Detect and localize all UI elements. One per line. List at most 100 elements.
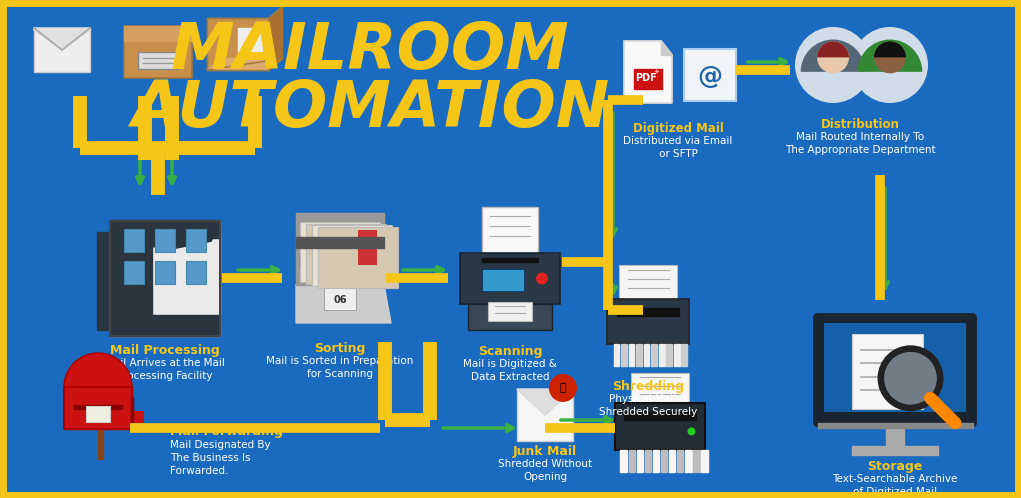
Polygon shape: [296, 237, 384, 248]
Text: Mail Routed Internally To
The Appropriate Department: Mail Routed Internally To The Appropriat…: [785, 132, 935, 155]
Circle shape: [536, 272, 548, 284]
FancyBboxPatch shape: [132, 411, 144, 423]
Polygon shape: [621, 344, 627, 366]
Text: @: @: [697, 65, 723, 89]
Polygon shape: [634, 69, 663, 89]
Polygon shape: [110, 221, 220, 249]
FancyBboxPatch shape: [684, 49, 736, 101]
Text: Shredding: Shredding: [612, 380, 684, 393]
FancyBboxPatch shape: [488, 302, 532, 321]
Polygon shape: [517, 389, 573, 415]
FancyBboxPatch shape: [824, 323, 966, 412]
Polygon shape: [624, 412, 696, 420]
Text: Shredded Without
Opening: Shredded Without Opening: [498, 459, 592, 482]
Circle shape: [687, 427, 695, 435]
Polygon shape: [651, 344, 658, 366]
Text: Physical Mail is
Shredded Securely: Physical Mail is Shredded Securely: [599, 394, 697, 417]
FancyBboxPatch shape: [300, 222, 380, 282]
Polygon shape: [629, 344, 634, 366]
Text: ✦: ✦: [653, 69, 660, 75]
Text: Sorting: Sorting: [314, 342, 366, 355]
Text: Mail Forwarding: Mail Forwarding: [171, 425, 283, 438]
Circle shape: [549, 374, 577, 402]
Polygon shape: [624, 41, 672, 103]
Circle shape: [795, 27, 871, 103]
Polygon shape: [659, 344, 665, 366]
Polygon shape: [636, 344, 642, 366]
Polygon shape: [662, 41, 672, 55]
Text: 🗑: 🗑: [560, 383, 567, 393]
FancyBboxPatch shape: [86, 406, 110, 422]
FancyBboxPatch shape: [517, 389, 573, 441]
Circle shape: [817, 41, 848, 73]
Polygon shape: [685, 450, 691, 472]
Polygon shape: [110, 315, 220, 336]
Text: 06: 06: [333, 295, 347, 305]
Wedge shape: [800, 39, 866, 72]
Polygon shape: [74, 404, 123, 409]
Wedge shape: [858, 39, 922, 72]
FancyBboxPatch shape: [482, 207, 538, 253]
Text: Mail Arrives at the Mail
Processing Facility: Mail Arrives at the Mail Processing Faci…: [105, 358, 225, 381]
Text: Mail Designated By
The Business Is
Forwarded.: Mail Designated By The Business Is Forwa…: [171, 440, 271, 477]
FancyBboxPatch shape: [620, 265, 677, 299]
Polygon shape: [110, 221, 220, 336]
Polygon shape: [818, 423, 972, 428]
Polygon shape: [621, 450, 627, 472]
Polygon shape: [296, 284, 391, 323]
Polygon shape: [701, 450, 708, 472]
Polygon shape: [300, 255, 380, 266]
FancyBboxPatch shape: [319, 227, 397, 288]
Text: Junk Mail: Junk Mail: [513, 445, 577, 458]
Polygon shape: [643, 344, 649, 366]
FancyBboxPatch shape: [460, 253, 560, 304]
Polygon shape: [269, 6, 283, 70]
Polygon shape: [617, 308, 679, 316]
FancyBboxPatch shape: [155, 261, 175, 284]
Text: Distribution: Distribution: [821, 118, 900, 131]
FancyBboxPatch shape: [631, 373, 689, 403]
FancyBboxPatch shape: [324, 288, 356, 310]
FancyBboxPatch shape: [186, 261, 205, 284]
FancyBboxPatch shape: [468, 304, 552, 330]
FancyBboxPatch shape: [125, 229, 144, 251]
FancyBboxPatch shape: [155, 229, 175, 251]
Circle shape: [852, 27, 928, 103]
Polygon shape: [677, 450, 683, 472]
Polygon shape: [629, 450, 635, 472]
Polygon shape: [614, 344, 620, 366]
Polygon shape: [852, 446, 938, 455]
Circle shape: [874, 41, 906, 73]
Text: Text-Searchable Archive
of Digitized Mail: Text-Searchable Archive of Digitized Mai…: [832, 474, 958, 497]
Circle shape: [884, 352, 937, 404]
FancyBboxPatch shape: [852, 334, 923, 409]
Polygon shape: [885, 428, 905, 446]
FancyBboxPatch shape: [815, 315, 975, 426]
Polygon shape: [667, 344, 672, 366]
FancyBboxPatch shape: [357, 230, 377, 265]
Polygon shape: [661, 450, 667, 472]
FancyBboxPatch shape: [124, 26, 192, 42]
Text: Mail Processing: Mail Processing: [110, 344, 220, 357]
Text: Digitized Mail: Digitized Mail: [633, 122, 724, 135]
Circle shape: [878, 345, 943, 411]
Polygon shape: [652, 450, 660, 472]
Text: Scanning: Scanning: [478, 345, 542, 358]
FancyBboxPatch shape: [124, 26, 192, 78]
Text: PDF: PDF: [635, 73, 657, 83]
Polygon shape: [238, 28, 265, 52]
FancyBboxPatch shape: [607, 299, 689, 344]
FancyBboxPatch shape: [615, 403, 704, 450]
Polygon shape: [64, 387, 132, 429]
FancyBboxPatch shape: [186, 229, 205, 251]
Wedge shape: [817, 41, 848, 57]
Polygon shape: [110, 221, 220, 238]
Polygon shape: [681, 344, 687, 366]
FancyBboxPatch shape: [312, 226, 392, 286]
Text: AUTOMATION: AUTOMATION: [131, 78, 610, 140]
Text: MAILROOM: MAILROOM: [171, 20, 570, 82]
Text: Distributed via Email
or SFTP: Distributed via Email or SFTP: [623, 136, 733, 159]
Polygon shape: [207, 59, 283, 70]
Polygon shape: [97, 232, 152, 330]
Polygon shape: [920, 404, 923, 409]
